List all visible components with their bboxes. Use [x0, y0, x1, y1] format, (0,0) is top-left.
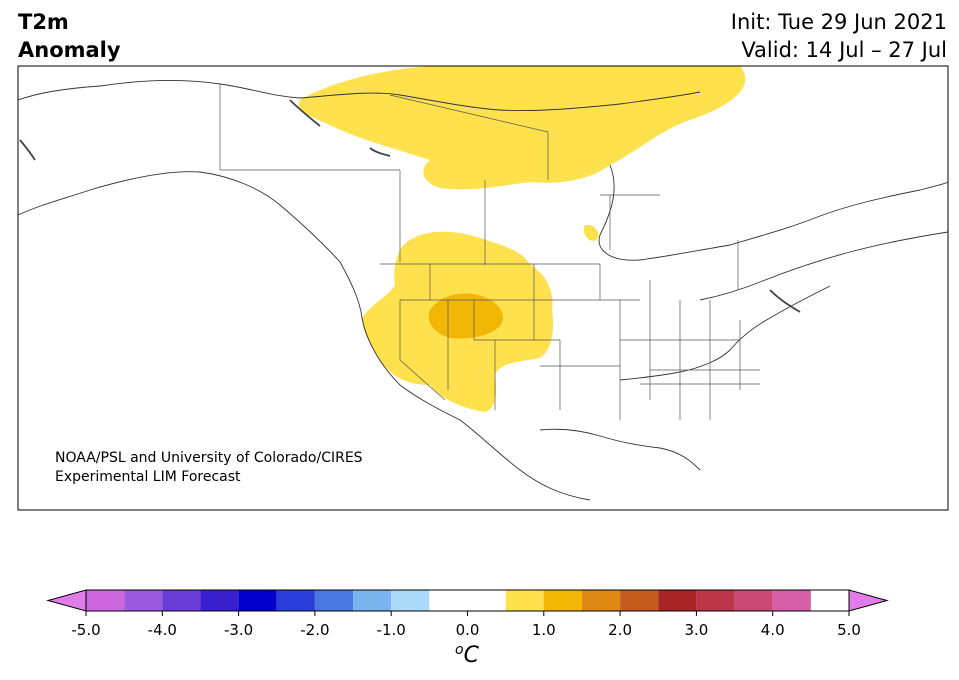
colorbar-tick-label: -1.0 [377, 621, 406, 639]
credit-line-1: NOAA/PSL and University of Colorado/CIRE… [55, 450, 363, 466]
valid-range: Valid: 14 Jul – 27 Jul [741, 38, 947, 62]
colorbar-extend-high [848, 589, 889, 612]
colorbar-unit: oC [455, 642, 480, 668]
title-type: Anomaly [18, 38, 121, 62]
colorbar-cell [581, 590, 621, 611]
colorbar-tick-label: -3.0 [224, 621, 253, 639]
colorbar-cell [314, 590, 354, 611]
colorbar-cell [429, 590, 506, 611]
anomaly-region-hudson-patch [584, 224, 599, 241]
colorbar-tick-label: 3.0 [684, 621, 708, 639]
colorbar-cell [734, 590, 773, 611]
colorbar-cell [353, 590, 392, 611]
colorbar-tick-label: 2.0 [608, 621, 632, 639]
colorbar-tick-label: 0.0 [456, 621, 480, 639]
anomaly-region-central-rockies [428, 293, 503, 339]
colorbar-cell [505, 590, 544, 611]
colorbar-cell [124, 590, 163, 611]
map-dates: Init: Tue 29 Jun 2021 Valid: 14 Jul – 27… [731, 8, 947, 64]
colorbar-cell [200, 590, 239, 611]
colorbar-tick-label: -2.0 [300, 621, 329, 639]
credit-text: NOAA/PSL and University of Colorado/CIRE… [55, 449, 363, 487]
anomaly-map [17, 65, 949, 511]
colorbar-tick-label: -5.0 [71, 621, 100, 639]
colorbar-cell [658, 590, 697, 611]
colorbar-tick-label: 1.0 [532, 621, 556, 639]
colorbar-cells [46, 589, 889, 612]
colorbar-cell [543, 590, 582, 611]
credit-line-2: Experimental LIM Forecast [55, 469, 241, 485]
colorbar-cell [620, 590, 659, 611]
colorbar-cell [772, 590, 811, 611]
colorbar-cell [86, 590, 125, 611]
map-title: T2m Anomaly [18, 8, 121, 64]
colorbar-extend-low [46, 589, 87, 612]
political-borders [219, 84, 760, 420]
init-date: Init: Tue 29 Jun 2021 [730, 10, 947, 34]
title-variable: T2m [18, 10, 69, 34]
colorbar-cell [238, 590, 277, 611]
colorbar-ticks: -5.0 -4.0 -3.0 -2.0 -1.0 0.0 1.0 2.0 3.0 4.0 5.0 [71, 611, 861, 639]
colorbar-cell [696, 590, 735, 611]
coastlines [18, 79, 948, 501]
colorbar-cell [162, 590, 201, 611]
colorbar-tick-label: 5.0 [837, 621, 861, 639]
lakes-and-rivers [19, 99, 801, 313]
colorbar-cell [391, 590, 430, 611]
map-frame [17, 65, 949, 511]
colorbar-cell [276, 590, 315, 611]
colorbar-tick-label: 4.0 [761, 621, 785, 639]
colorbar-tick-label: -4.0 [148, 621, 177, 639]
